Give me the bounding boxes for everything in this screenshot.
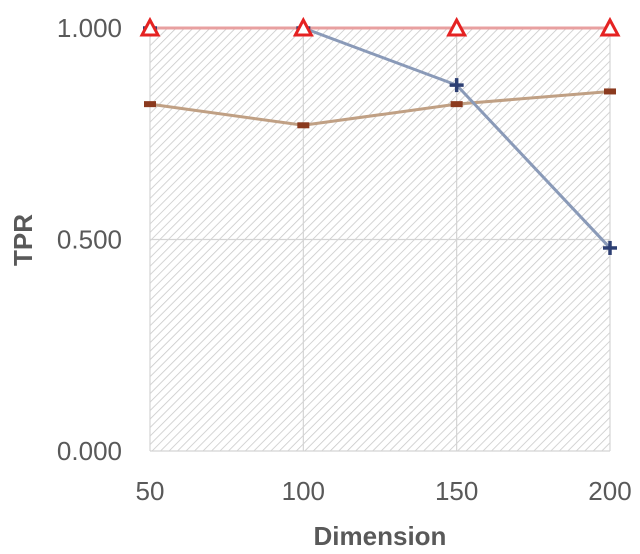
x-tick-label: 200: [588, 476, 631, 506]
y-tick-label: 0.000: [57, 436, 122, 466]
series-2-marker: [599, 16, 621, 37]
series-2-marker: [292, 16, 314, 37]
series-0-marker: [297, 122, 310, 129]
x-tick-label: 50: [136, 476, 165, 506]
x-tick-label: 100: [282, 476, 325, 506]
series-2-marker: [139, 16, 161, 37]
series-2-marker: [446, 16, 468, 37]
series-1-marker: [603, 240, 617, 255]
y-tick-label: 1.000: [57, 13, 122, 43]
series-0-marker: [604, 88, 616, 95]
series-1-marker: [449, 78, 464, 93]
y-axis-title: TPR: [8, 214, 38, 266]
y-axis-ticks: 0.000 0.500 1.000: [57, 13, 122, 466]
x-axis-ticks: 50 100 150 200: [136, 476, 632, 506]
y-tick-label: 0.500: [57, 225, 122, 255]
x-tick-label: 150: [435, 476, 478, 506]
series-group: [139, 16, 621, 255]
series-0-marker: [450, 101, 463, 108]
series-0-marker: [144, 101, 156, 108]
x-axis-title: Dimension: [314, 521, 447, 551]
series-line-0: [149, 89, 611, 127]
